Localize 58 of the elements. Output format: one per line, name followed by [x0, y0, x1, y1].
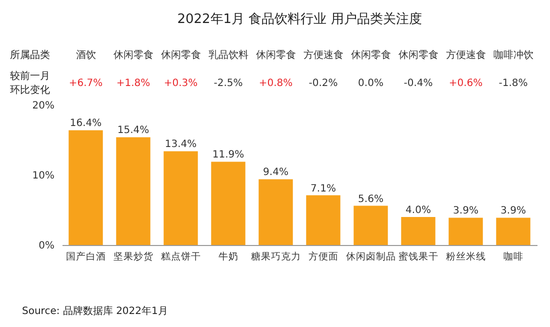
bar [211, 162, 246, 245]
text: +6.7% [68, 78, 103, 89]
bar [448, 218, 483, 245]
x-tick-label: 粉丝米线 [446, 250, 486, 262]
bar [496, 218, 530, 245]
x-tick-label: 糖果巧克力 [250, 250, 301, 262]
data-label: 11.9% [212, 150, 244, 161]
x-tick-label: 坚果炒货 [113, 250, 154, 262]
text: 0.0% [358, 78, 384, 89]
text: -0.4% [404, 78, 433, 89]
bar [116, 137, 150, 245]
x-tick-label: 咖啡 [503, 250, 524, 262]
text: 休闲零食 [398, 49, 438, 61]
text: +0.8% [258, 78, 293, 89]
text: 方便速食 [303, 49, 344, 61]
text: 休闲零食 [350, 49, 391, 61]
x-tick-label: 蜜饯果干 [398, 250, 438, 262]
text: -1.8% [498, 78, 528, 89]
text: 所属品类 [10, 49, 50, 61]
x-tick-label: 糕点饼干 [160, 250, 201, 262]
text: 休闲零食 [256, 49, 296, 61]
x-tick-label: 休闲卤制品 [346, 250, 396, 262]
text: +0.6% [448, 78, 483, 89]
chart-title: 2022年1月 食品饮料行业 用户品类关注度 [177, 11, 422, 27]
text: 较前一月 [10, 70, 50, 82]
text: 咖啡冲饮 [493, 49, 534, 61]
source-note: Source: 品牌数据库 2022年1月 [22, 305, 168, 317]
data-label: 16.4% [70, 118, 102, 130]
bar [164, 151, 198, 245]
bar [306, 195, 340, 245]
bar [354, 206, 388, 245]
data-label: 5.6% [358, 194, 384, 205]
y-tick-label: 20% [32, 100, 54, 112]
bar [258, 179, 293, 245]
x-tick-label: 国产白酒 [66, 250, 106, 262]
bar [401, 217, 436, 245]
data-label: 13.4% [164, 139, 197, 150]
x-tick-label: 牛奶 [218, 250, 238, 262]
y-tick-label: 10% [32, 170, 54, 182]
text: -0.2% [308, 78, 338, 89]
text: 乳品饮料 [208, 49, 248, 61]
text: +1.8% [116, 78, 150, 89]
data-label: 4.0% [406, 205, 431, 216]
x-tick-label: 方便面 [308, 250, 338, 262]
data-label: 7.1% [310, 183, 336, 194]
y-tick-label: 0% [38, 240, 54, 252]
text: 休闲零食 [160, 49, 201, 61]
bar [68, 130, 103, 245]
data-label: 15.4% [117, 125, 150, 136]
text: -2.5% [214, 78, 243, 89]
text: 酒饮 [76, 49, 96, 61]
data-label: 9.4% [263, 167, 288, 178]
data-label: 3.9% [453, 206, 478, 217]
text: +0.3% [164, 78, 198, 89]
text: 休闲零食 [113, 49, 154, 61]
data-label: 3.9% [500, 206, 526, 217]
text: 环比变化 [10, 84, 50, 96]
text: 方便速食 [446, 49, 486, 61]
